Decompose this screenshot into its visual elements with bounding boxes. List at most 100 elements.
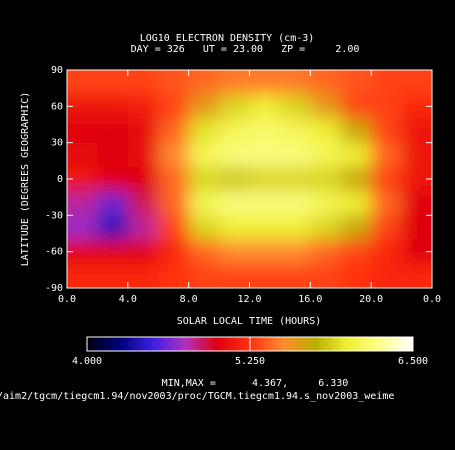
cell <box>97 215 129 241</box>
cell <box>219 166 250 192</box>
cell <box>340 239 372 265</box>
cell <box>188 215 220 241</box>
colorbar-tick-label: 5.250 <box>235 356 265 367</box>
y-tick-label: 30 <box>51 138 63 149</box>
cell <box>219 94 250 119</box>
cell <box>249 118 281 144</box>
cell <box>249 215 281 241</box>
cell <box>158 70 190 95</box>
cell <box>219 215 250 241</box>
cell <box>219 70 250 95</box>
cell <box>310 142 342 168</box>
x-tick-label: 16.0 <box>298 294 322 305</box>
x-tick-label: 8.0 <box>180 294 198 305</box>
cell <box>279 70 311 95</box>
cell <box>158 239 190 265</box>
cell <box>249 239 281 265</box>
cell <box>340 191 372 216</box>
cell <box>249 263 281 288</box>
cell <box>310 70 342 95</box>
cell <box>310 118 342 144</box>
cell <box>67 191 98 216</box>
cell <box>158 118 190 144</box>
cell <box>67 118 98 144</box>
x-tick-label: 20.0 <box>359 294 383 305</box>
cell <box>371 166 403 192</box>
y-tick-label: 0 <box>57 174 63 185</box>
cell <box>188 118 220 144</box>
cell <box>340 166 372 192</box>
cell <box>158 94 190 119</box>
cell <box>310 94 342 119</box>
cell <box>279 94 311 119</box>
cell <box>249 94 281 119</box>
cell <box>310 263 342 288</box>
cell <box>127 166 159 192</box>
colorbar-tick-label: 4.000 <box>72 356 102 367</box>
cell <box>279 215 311 241</box>
x-tick-label: 0.0 <box>423 294 441 305</box>
file-path: /aim2/tgcm/tiegcm1.94/nov2003/proc/TGCM.… <box>0 391 394 402</box>
x-tick-label: 4.0 <box>119 294 137 305</box>
cell <box>310 166 342 192</box>
cell <box>310 215 342 241</box>
cell <box>371 94 403 119</box>
cell <box>219 239 250 265</box>
cell <box>219 118 250 144</box>
cell <box>371 70 403 95</box>
cell <box>279 142 311 168</box>
cell <box>127 239 159 265</box>
cell <box>279 166 311 192</box>
x-tick-label: 0.0 <box>58 294 76 305</box>
cell <box>158 215 190 241</box>
cell <box>158 191 190 216</box>
cell <box>97 94 129 119</box>
y-tick-label: 60 <box>51 101 63 112</box>
cell <box>249 166 281 192</box>
cell <box>340 94 372 119</box>
cell <box>310 191 342 216</box>
cell <box>340 215 372 241</box>
cell <box>97 166 129 192</box>
cell <box>219 142 250 168</box>
cell <box>188 166 220 192</box>
y-tick-label: 90 <box>51 65 63 76</box>
cell <box>127 94 159 119</box>
cell <box>249 70 281 95</box>
cell <box>340 70 372 95</box>
cell <box>279 191 311 216</box>
cell <box>158 142 190 168</box>
cell <box>127 142 159 168</box>
cell <box>188 142 220 168</box>
chart-subtitle: DAY = 326 UT = 23.00 ZP = 2.00 <box>131 44 360 55</box>
cell <box>279 263 311 288</box>
colorbar-tick-label: 6.500 <box>398 356 428 367</box>
x-axis-label: SOLAR LOCAL TIME (HOURS) <box>177 316 322 327</box>
cell <box>401 215 432 241</box>
cell <box>127 70 159 95</box>
cell <box>127 215 159 241</box>
cell <box>188 239 220 265</box>
cell <box>401 118 432 144</box>
cell <box>340 142 372 168</box>
cell <box>340 263 372 288</box>
cell <box>127 263 159 288</box>
cell <box>97 191 129 216</box>
cell <box>310 239 342 265</box>
cell <box>67 263 98 288</box>
cell <box>219 191 250 216</box>
min-max: MIN,MAX = 4.367, 6.330 <box>162 378 349 389</box>
cell <box>188 94 220 119</box>
field-clip <box>67 70 432 288</box>
field <box>67 70 432 288</box>
cell <box>249 191 281 216</box>
cell <box>97 70 129 95</box>
cell <box>371 118 403 144</box>
cell <box>401 191 432 216</box>
y-axis-label: LATITUDE (DEGREES GEOGRAPHIC) <box>20 92 31 267</box>
cell <box>127 191 159 216</box>
cell <box>371 263 403 288</box>
cell <box>127 118 159 144</box>
